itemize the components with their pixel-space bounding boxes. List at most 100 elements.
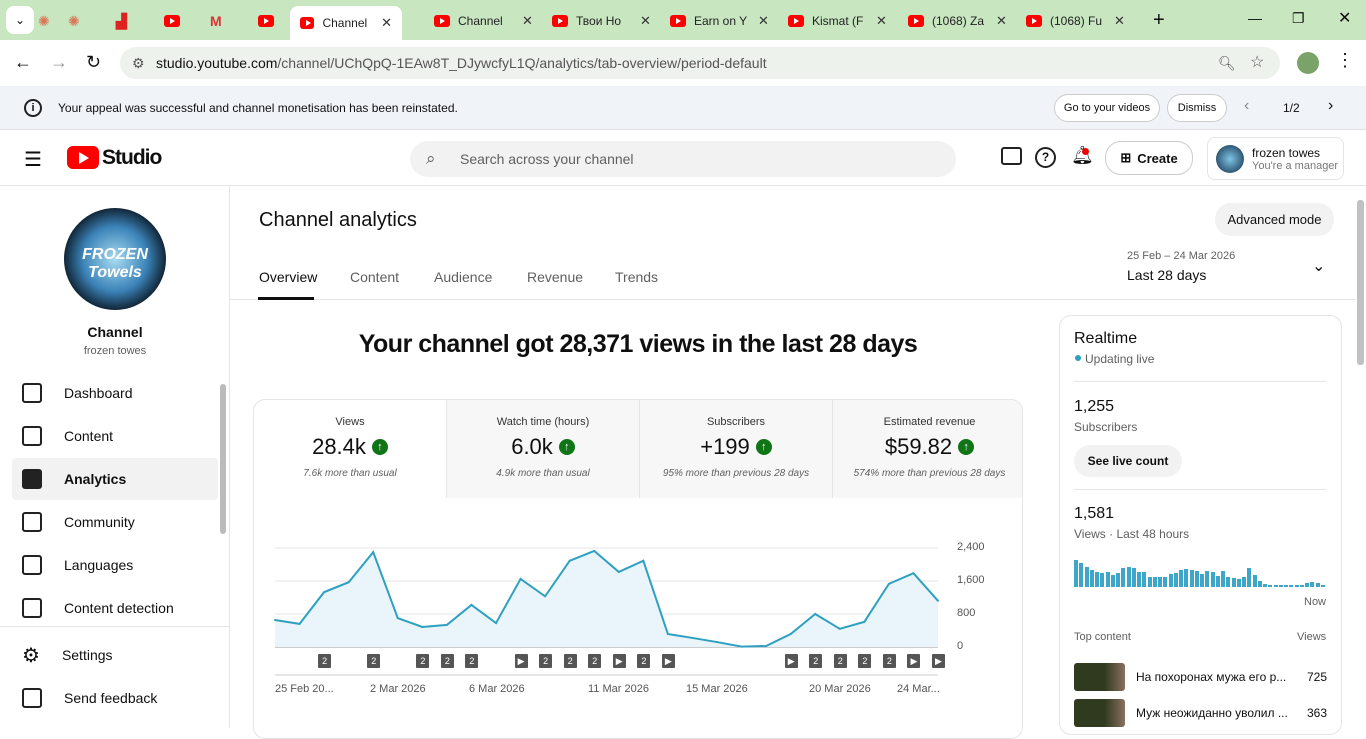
realtime-bar[interactable] — [1158, 577, 1162, 587]
realtime-bar[interactable] — [1242, 577, 1246, 587]
realtime-bar[interactable] — [1200, 574, 1204, 587]
realtime-bar[interactable] — [1221, 571, 1225, 587]
page-scrollbar[interactable] — [1357, 200, 1364, 365]
multi-video-marker[interactable]: 2 — [539, 654, 552, 668]
data-point[interactable] — [299, 623, 301, 625]
data-point[interactable] — [691, 637, 693, 639]
realtime-bar[interactable] — [1300, 585, 1304, 587]
realtime-bar[interactable] — [1079, 563, 1083, 587]
realtime-bar[interactable] — [1237, 579, 1241, 587]
data-point[interactable] — [495, 622, 497, 624]
realtime-bar[interactable] — [1289, 585, 1293, 587]
realtime-bar[interactable] — [1100, 573, 1104, 587]
multi-video-marker[interactable]: 2 — [564, 654, 577, 668]
multi-video-marker[interactable]: 2 — [465, 654, 478, 668]
data-point[interactable] — [569, 560, 571, 562]
realtime-bar[interactable] — [1179, 570, 1183, 587]
data-point[interactable] — [790, 633, 792, 635]
realtime-bar[interactable] — [1268, 585, 1272, 587]
video-marker[interactable]: ▶ — [932, 654, 945, 668]
top-content-item[interactable]: На похоронах мужа его р...725 — [1074, 663, 1327, 693]
realtime-bar[interactable] — [1148, 577, 1152, 587]
data-point[interactable] — [765, 645, 767, 647]
realtime-bar[interactable] — [1106, 572, 1110, 587]
realtime-bar[interactable] — [1121, 568, 1125, 587]
multi-video-marker[interactable]: 2 — [834, 654, 847, 668]
realtime-bar[interactable] — [1174, 573, 1178, 587]
realtime-bar[interactable] — [1111, 575, 1115, 587]
realtime-bar[interactable] — [1232, 578, 1236, 587]
multi-video-marker[interactable]: 2 — [637, 654, 650, 668]
data-point[interactable] — [421, 626, 423, 628]
data-point[interactable] — [372, 551, 374, 553]
data-point[interactable] — [912, 572, 914, 574]
data-point[interactable] — [520, 578, 522, 580]
realtime-bar[interactable] — [1253, 575, 1257, 587]
realtime-bar[interactable] — [1295, 585, 1299, 587]
data-point[interactable] — [888, 583, 890, 585]
data-point[interactable] — [642, 560, 644, 562]
multi-video-marker[interactable]: 2 — [367, 654, 380, 668]
data-point[interactable] — [741, 646, 743, 648]
data-point[interactable] — [667, 633, 669, 635]
multi-video-marker[interactable]: 2 — [441, 654, 454, 668]
top-content-item[interactable]: Муж неожиданно уволил ...363 — [1074, 699, 1327, 729]
realtime-bar[interactable] — [1247, 568, 1251, 587]
data-point[interactable] — [446, 624, 448, 626]
multi-video-marker[interactable]: 2 — [883, 654, 896, 668]
data-point[interactable] — [348, 581, 350, 583]
data-point[interactable] — [863, 621, 865, 623]
video-marker[interactable]: ▶ — [515, 654, 528, 668]
realtime-bar[interactable] — [1190, 570, 1194, 587]
realtime-bar[interactable] — [1226, 577, 1230, 587]
multi-video-marker[interactable]: 2 — [809, 654, 822, 668]
data-point[interactable] — [814, 613, 816, 615]
data-point[interactable] — [593, 550, 595, 552]
realtime-bar[interactable] — [1169, 574, 1173, 587]
realtime-bar[interactable] — [1153, 577, 1157, 587]
multi-video-marker[interactable]: 2 — [588, 654, 601, 668]
realtime-bar[interactable] — [1132, 568, 1136, 587]
data-point[interactable] — [323, 591, 325, 593]
realtime-bar[interactable] — [1195, 571, 1199, 587]
multi-video-marker[interactable]: 2 — [318, 654, 331, 668]
realtime-bar[interactable] — [1074, 560, 1078, 587]
video-marker[interactable]: ▶ — [662, 654, 675, 668]
realtime-bar[interactable] — [1284, 585, 1288, 587]
realtime-bar[interactable] — [1305, 583, 1309, 587]
data-point[interactable] — [544, 595, 546, 597]
realtime-bar[interactable] — [1316, 583, 1320, 587]
data-point[interactable] — [274, 619, 276, 621]
video-marker[interactable]: ▶ — [785, 654, 798, 668]
realtime-bar[interactable] — [1184, 569, 1188, 587]
data-point[interactable] — [397, 617, 399, 619]
multi-video-marker[interactable]: 2 — [416, 654, 429, 668]
realtime-bar[interactable] — [1137, 572, 1141, 587]
realtime-bar[interactable] — [1090, 570, 1094, 587]
data-point[interactable] — [618, 571, 620, 573]
realtime-bar[interactable] — [1274, 585, 1278, 587]
realtime-bar[interactable] — [1321, 585, 1325, 587]
realtime-bar[interactable] — [1258, 581, 1262, 587]
realtime-bar[interactable] — [1205, 571, 1209, 587]
data-point[interactable] — [937, 600, 939, 602]
realtime-bar[interactable] — [1127, 567, 1131, 587]
realtime-bar[interactable] — [1095, 572, 1099, 587]
views-column-label: Views — [1297, 631, 1326, 643]
data-point[interactable] — [716, 641, 718, 643]
data-point[interactable] — [839, 628, 841, 630]
data-point[interactable] — [470, 604, 472, 606]
realtime-bar[interactable] — [1211, 572, 1215, 587]
multi-video-marker[interactable]: 2 — [858, 654, 871, 668]
video-marker[interactable]: ▶ — [613, 654, 626, 668]
realtime-bar[interactable] — [1263, 584, 1267, 587]
see-live-count-button[interactable]: See live count — [1074, 445, 1182, 477]
realtime-bar[interactable] — [1216, 576, 1220, 587]
realtime-bar[interactable] — [1310, 582, 1314, 587]
video-marker[interactable]: ▶ — [907, 654, 920, 668]
realtime-bar[interactable] — [1163, 577, 1167, 587]
realtime-bar[interactable] — [1116, 573, 1120, 587]
realtime-bar[interactable] — [1142, 572, 1146, 587]
realtime-bar[interactable] — [1279, 585, 1283, 587]
realtime-bar[interactable] — [1085, 567, 1089, 587]
